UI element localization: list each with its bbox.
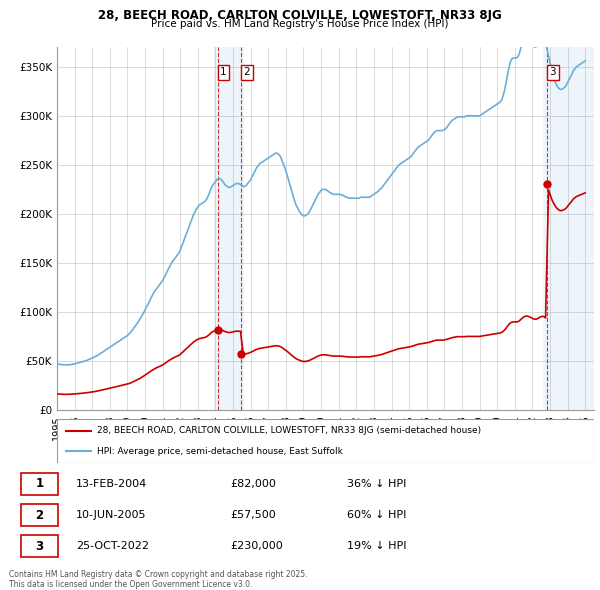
Text: 2: 2 <box>35 509 44 522</box>
Text: 25-OCT-2022: 25-OCT-2022 <box>76 541 149 551</box>
Text: 1: 1 <box>220 67 227 77</box>
Text: £82,000: £82,000 <box>230 479 276 489</box>
FancyBboxPatch shape <box>20 473 58 495</box>
Bar <box>543 47 594 410</box>
Text: £57,500: £57,500 <box>230 510 276 520</box>
Text: 3: 3 <box>549 67 556 77</box>
Bar <box>214 47 244 410</box>
Text: HPI: Average price, semi-detached house, East Suffolk: HPI: Average price, semi-detached house,… <box>97 447 343 455</box>
Text: Price paid vs. HM Land Registry's House Price Index (HPI): Price paid vs. HM Land Registry's House … <box>151 19 449 30</box>
FancyBboxPatch shape <box>20 535 58 557</box>
FancyBboxPatch shape <box>20 504 58 526</box>
Text: 36% ↓ HPI: 36% ↓ HPI <box>347 479 406 489</box>
Text: £230,000: £230,000 <box>230 541 283 551</box>
Text: 1: 1 <box>35 477 44 490</box>
Text: 60% ↓ HPI: 60% ↓ HPI <box>347 510 406 520</box>
Text: 3: 3 <box>35 540 44 553</box>
Text: 10-JUN-2005: 10-JUN-2005 <box>76 510 146 520</box>
Text: Contains HM Land Registry data © Crown copyright and database right 2025.
This d: Contains HM Land Registry data © Crown c… <box>9 570 308 589</box>
Text: 28, BEECH ROAD, CARLTON COLVILLE, LOWESTOFT, NR33 8JG (semi-detached house): 28, BEECH ROAD, CARLTON COLVILLE, LOWEST… <box>97 427 481 435</box>
Text: 2: 2 <box>244 67 250 77</box>
Text: 28, BEECH ROAD, CARLTON COLVILLE, LOWESTOFT, NR33 8JG: 28, BEECH ROAD, CARLTON COLVILLE, LOWEST… <box>98 9 502 22</box>
Text: 19% ↓ HPI: 19% ↓ HPI <box>347 541 406 551</box>
Text: 13-FEB-2004: 13-FEB-2004 <box>76 479 147 489</box>
